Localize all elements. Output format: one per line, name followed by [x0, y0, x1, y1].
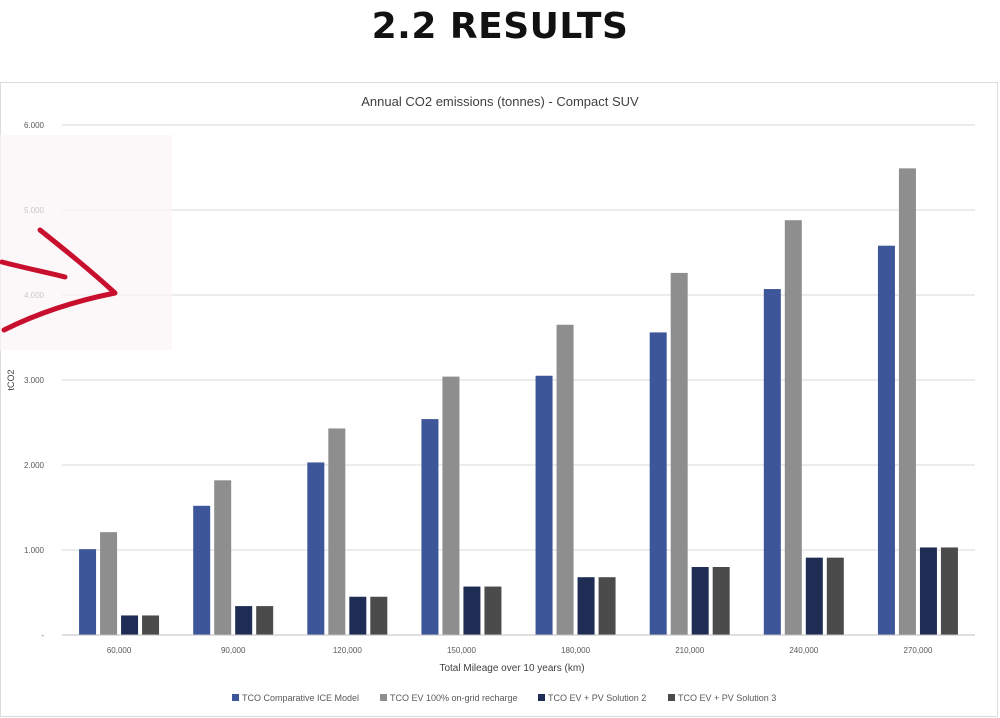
legend-swatch [232, 694, 239, 701]
bar [556, 324, 574, 635]
bar [898, 168, 916, 635]
bar [670, 272, 688, 635]
bar [577, 577, 595, 635]
legend-entry: TCO Comparative ICE Model [242, 693, 359, 703]
gridlines [62, 124, 975, 551]
bar [784, 220, 802, 635]
bar [370, 596, 388, 635]
bar [805, 557, 823, 635]
y-tick-label: - [41, 631, 44, 640]
bar [442, 376, 460, 635]
page-heading: 2.2 RESULTS [371, 6, 629, 47]
chart-frame [0, 82, 998, 717]
bar [214, 480, 232, 635]
bar [328, 428, 346, 635]
bar [79, 549, 97, 635]
bar [826, 557, 844, 635]
y-tick-label: 6.000 [24, 121, 45, 130]
legend-swatch [668, 694, 675, 701]
legend-entry: TCO EV 100% on-grid recharge [390, 693, 518, 703]
x-tick-label: 180,000 [561, 646, 590, 655]
y-axis-label: tCO2 [6, 369, 16, 390]
bar [877, 245, 895, 635]
x-tick-label: 120,000 [333, 646, 362, 655]
bar [193, 505, 211, 635]
bar [349, 596, 367, 635]
chart-title: Annual CO2 emissions (tonnes) - Compact … [361, 94, 639, 109]
axes: -1.0002.0003.0004.0005.0006.00060,00090,… [24, 121, 975, 655]
bar [940, 547, 958, 635]
bar [421, 419, 439, 635]
bar [463, 586, 481, 635]
bar [121, 615, 139, 635]
legend-swatch [538, 694, 545, 701]
bar [100, 532, 118, 635]
legend: TCO Comparative ICE Model TCO EV 100% on-… [232, 693, 776, 703]
y-tick-label: 3.000 [24, 376, 45, 385]
y-tick-label: 1.000 [24, 546, 45, 555]
bar [307, 462, 325, 635]
bar [235, 606, 253, 635]
x-tick-label: 150,000 [447, 646, 476, 655]
bar [484, 586, 502, 635]
x-axis-label: Total Mileage over 10 years (km) [439, 663, 584, 674]
bar [598, 577, 616, 635]
bar [712, 567, 730, 635]
bar [919, 547, 937, 635]
x-tick-label: 60,000 [107, 646, 132, 655]
bars [79, 168, 958, 635]
bar [142, 615, 160, 635]
bar [256, 606, 274, 635]
bar [649, 332, 667, 635]
hand-drawn-arrow-icon [0, 135, 172, 350]
legend-swatch [380, 694, 387, 701]
x-tick-label: 270,000 [903, 646, 932, 655]
legend-entry: TCO EV + PV Solution 3 [678, 693, 776, 703]
legend-entry: TCO EV + PV Solution 2 [548, 693, 646, 703]
bar [691, 567, 709, 635]
x-tick-label: 210,000 [675, 646, 704, 655]
x-tick-label: 240,000 [789, 646, 818, 655]
bar [535, 375, 553, 635]
x-tick-label: 90,000 [221, 646, 246, 655]
y-tick-label: 2.000 [24, 461, 45, 470]
bar [763, 289, 781, 635]
